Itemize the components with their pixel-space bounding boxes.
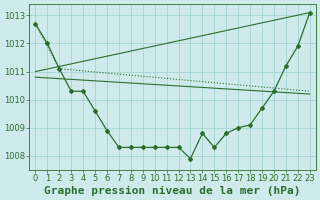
X-axis label: Graphe pression niveau de la mer (hPa): Graphe pression niveau de la mer (hPa) bbox=[44, 186, 301, 196]
